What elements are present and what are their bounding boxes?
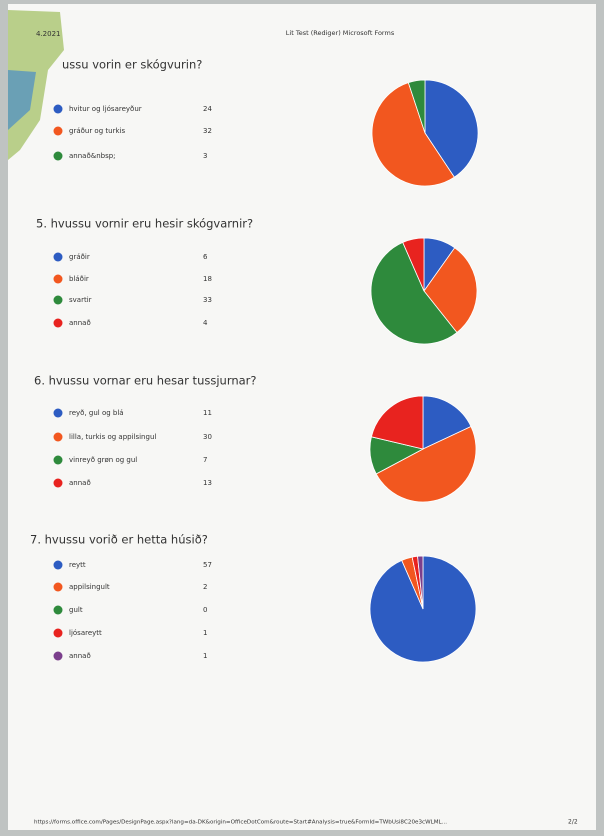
legend-dot xyxy=(53,560,63,570)
legend-dot xyxy=(53,126,63,136)
legend-dot xyxy=(53,455,63,465)
option-count: 0 xyxy=(203,606,207,614)
option-count: 1 xyxy=(203,629,207,637)
pie-slice xyxy=(370,241,458,345)
option-count: 2 xyxy=(203,583,207,591)
legend-dot xyxy=(53,651,63,661)
legend-dot xyxy=(53,318,63,328)
pie-slice xyxy=(407,79,426,134)
option-label: lilla, turkis og appilsingul xyxy=(69,433,156,441)
option-label: svartir xyxy=(69,296,92,304)
header-title: Lit Test (Rediger) Microsoft Forms xyxy=(286,29,395,37)
option-count: 18 xyxy=(203,275,212,283)
option-count: 3 xyxy=(203,152,207,160)
question-title: 7. hvussu vorið er hetta húsið? xyxy=(30,533,208,547)
legend-dot xyxy=(53,274,63,284)
legend-dot xyxy=(53,151,63,161)
header-date: 4.2021 xyxy=(36,30,61,38)
option-label: hvitur og ljósareyður xyxy=(69,105,142,113)
option-count: 7 xyxy=(203,456,207,464)
option-count: 4 xyxy=(203,319,208,327)
option-label: annað&nbsp; xyxy=(69,152,116,160)
pie-slice xyxy=(375,426,477,503)
legend-dot xyxy=(53,478,63,488)
legend-dot xyxy=(53,582,63,592)
pie-slice xyxy=(402,237,425,292)
pie-slice xyxy=(423,247,478,334)
question-title: 6. hvussu vornar eru hesar tussjurnar? xyxy=(34,374,257,388)
option-label: bláðir xyxy=(69,275,89,283)
option-label: gult xyxy=(69,606,83,614)
footer-url: https://forms.office.com/Pages/DesignPag… xyxy=(34,820,447,826)
option-label: ljósareytt xyxy=(69,629,102,637)
option-count: 57 xyxy=(203,561,212,569)
option-count: 24 xyxy=(203,105,212,113)
footer-page: 2/2 xyxy=(568,819,578,826)
legend-dot xyxy=(53,432,63,442)
option-count: 6 xyxy=(203,253,208,261)
pie-slice xyxy=(417,555,424,610)
option-count: 33 xyxy=(203,296,212,304)
option-label: annað xyxy=(69,652,91,660)
option-label: annað xyxy=(69,319,91,327)
option-count: 13 xyxy=(203,479,212,487)
paper xyxy=(8,4,596,830)
option-label: vinreyð grøn og gul xyxy=(69,456,137,464)
option-count: 1 xyxy=(203,652,207,660)
legend-dot xyxy=(53,408,63,418)
option-label: annað xyxy=(69,479,91,487)
legend-dot xyxy=(53,104,63,114)
option-count: 30 xyxy=(203,433,212,441)
option-count: 32 xyxy=(203,127,212,135)
pie-slice xyxy=(371,82,455,187)
legend-dot xyxy=(53,628,63,638)
legend-dot xyxy=(53,295,63,305)
option-label: reytt xyxy=(69,561,86,569)
pie-slice xyxy=(422,395,472,450)
legend-dot xyxy=(53,605,63,615)
option-label: gráður og turkis xyxy=(69,127,125,135)
pie-slice xyxy=(370,395,424,450)
legend-dot xyxy=(53,252,63,262)
map-sticker xyxy=(8,10,64,160)
map-sticker-water xyxy=(8,70,36,130)
option-count: 11 xyxy=(203,409,212,417)
question-title: 5. hvussu vornir eru hesir skógvarnir? xyxy=(36,217,253,231)
option-label: gráðir xyxy=(69,253,90,261)
question-title: ussu vorin er skógvurin? xyxy=(62,58,202,72)
option-label: appilsingult xyxy=(69,583,110,591)
option-label: reyð, gul og blá xyxy=(69,409,124,417)
